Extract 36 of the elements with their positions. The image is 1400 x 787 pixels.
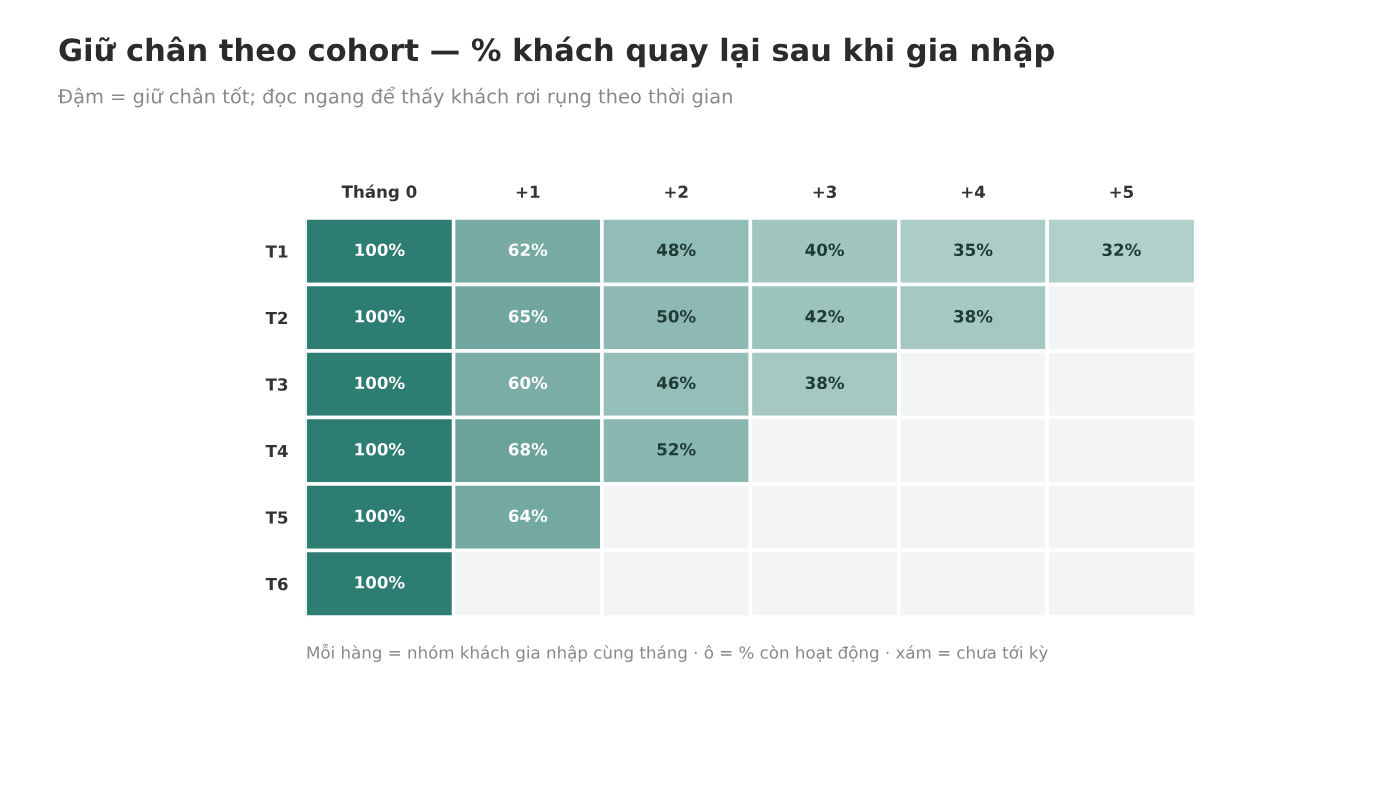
y-tick-label: T5 xyxy=(265,511,288,524)
data-label: 38% xyxy=(954,309,993,323)
x-tick-label: +1 xyxy=(516,185,540,198)
data-label: 52% xyxy=(657,442,696,456)
chart-title: Giữ chân theo cohort — % khách quay lại sau khi gia nhập xyxy=(59,36,1054,68)
data-label: 50% xyxy=(657,309,696,323)
data-label: 100% xyxy=(355,509,405,523)
data-label: 100% xyxy=(355,376,405,390)
data-label: 32% xyxy=(1102,243,1141,257)
data-label: 100% xyxy=(355,575,405,589)
chart-subtitle: Đậm = giữ chân tốt; đọc ngang để thấy khách rơi rụng theo thời gian xyxy=(58,86,732,108)
data-label: 64% xyxy=(508,509,548,523)
x-tick-label: +3 xyxy=(813,185,837,199)
data-label: 35% xyxy=(954,243,993,257)
data-label: 100% xyxy=(355,442,405,456)
data-label: 42% xyxy=(805,309,845,323)
y-tick-label: T2 xyxy=(265,311,288,325)
y-tick-label: T4 xyxy=(265,444,288,458)
data-label: 48% xyxy=(657,243,696,257)
x-tick-label: Tháng 0 xyxy=(341,184,417,202)
data-label: 46% xyxy=(657,376,696,390)
x-tick-label: +4 xyxy=(961,185,986,198)
data-label: 65% xyxy=(508,309,548,323)
data-label: 40% xyxy=(805,243,845,257)
data-label: 68% xyxy=(508,442,548,456)
data-label: 38% xyxy=(805,376,845,390)
data-label: 62% xyxy=(508,243,548,257)
x-tick-label: +5 xyxy=(1110,185,1134,199)
x-tick-label: +2 xyxy=(665,185,688,198)
y-tick-label: T6 xyxy=(265,577,288,591)
y-tick-label: T1 xyxy=(265,245,288,258)
data-label: 100% xyxy=(355,243,405,257)
text: Mỗi hàng = nhóm khách gia nhập cùng tháng · ô = % còn hoạt động · xám = chưa tới kỳ xyxy=(307,643,1048,663)
data-label: 60% xyxy=(508,376,548,390)
data-label: 100% xyxy=(355,309,405,323)
y-tick-label: T3 xyxy=(265,378,288,391)
